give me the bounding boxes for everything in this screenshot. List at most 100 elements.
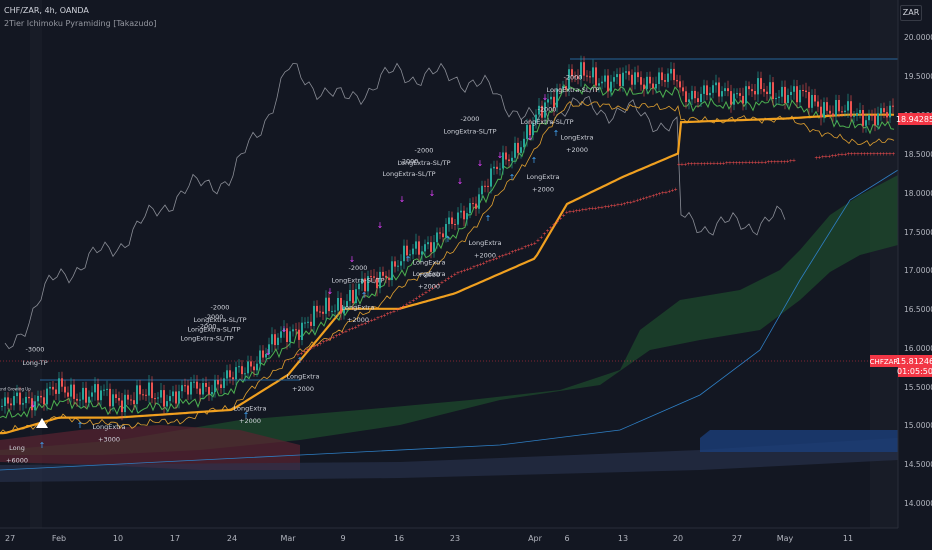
cross-dot: + — [417, 294, 421, 300]
cross-dot: + — [353, 325, 357, 331]
candle-body — [166, 401, 168, 407]
price-tick-label: 18.00000 — [904, 189, 932, 198]
cross-dot: + — [616, 203, 620, 209]
candle-body — [451, 217, 453, 224]
cross-dot: + — [603, 205, 607, 211]
candle-body — [790, 91, 792, 95]
annotation-label: +2000 — [566, 146, 588, 154]
candle-body — [697, 98, 699, 102]
candle-body — [529, 124, 531, 136]
cross-dot: + — [680, 162, 684, 168]
price-tick-label: 15.00000 — [904, 421, 932, 430]
candle-body — [829, 110, 831, 114]
time-tick-label: May — [777, 534, 794, 543]
price-tick-label: 16.50000 — [904, 305, 932, 314]
exit-marker: ↓ — [265, 348, 272, 357]
candle-body — [436, 232, 438, 243]
candle-body — [97, 384, 99, 401]
lagging-span — [4, 62, 786, 350]
candle-body — [175, 391, 177, 404]
cross-dot: + — [763, 160, 767, 166]
candle-body — [718, 82, 720, 97]
cross-dot: + — [757, 160, 761, 166]
candle-body — [475, 203, 477, 209]
candle-body — [346, 301, 348, 307]
candle-body — [859, 110, 861, 114]
candle-body — [22, 403, 24, 405]
cross-dot: + — [878, 152, 882, 158]
candle-body — [478, 194, 480, 209]
candle-body — [688, 99, 690, 102]
candle-body — [499, 168, 501, 170]
candle-body — [640, 77, 642, 85]
cross-dot: + — [408, 300, 412, 306]
cross-dot: + — [609, 204, 613, 210]
candle-body — [322, 311, 324, 314]
cross-dot: + — [360, 322, 364, 328]
exit-marker: ↓ — [527, 133, 534, 142]
candle-body — [334, 310, 336, 312]
candle-body — [112, 394, 114, 407]
cross-dot: + — [782, 159, 786, 165]
exit-marker: ↓ — [457, 177, 464, 186]
candle-body — [481, 185, 483, 195]
candle-body — [355, 289, 357, 304]
candle-body — [745, 86, 747, 104]
candle-body — [64, 386, 66, 393]
candle-body — [289, 331, 291, 342]
candle-body — [472, 203, 474, 205]
candle-body — [379, 271, 381, 289]
candle-body — [103, 389, 105, 391]
candle-body — [610, 81, 612, 92]
candle-body — [838, 100, 840, 112]
annotation-label: LongExtra — [342, 304, 375, 312]
currency-button[interactable]: ZAR — [900, 5, 922, 21]
cross-dot: + — [312, 345, 316, 351]
chart-title[interactable]: CHF/ZAR, 4h, OANDA — [4, 6, 89, 15]
cross-dot: + — [721, 161, 725, 167]
candle-body — [148, 382, 150, 396]
candle-body — [127, 394, 129, 400]
candle-body — [130, 399, 132, 401]
candle-body — [706, 85, 708, 96]
candle-body — [340, 298, 342, 314]
candle-body — [511, 157, 513, 162]
time-axis[interactable]: 27 Feb 10 17 24 Mar 9 16 23 Apr 6 13 20 27 May 11 — [5, 534, 853, 543]
exit-marker: ↓ — [429, 189, 436, 198]
indicator-legend[interactable]: 2Tier Ichimoku Pyramiding [Takazudo] — [4, 19, 157, 28]
candle-body — [703, 85, 705, 94]
cross-dot: + — [881, 152, 885, 158]
candle-body — [418, 241, 420, 255]
candle-body — [136, 385, 138, 405]
candle-body — [172, 391, 174, 397]
candle-body — [37, 395, 39, 402]
candle-body — [517, 142, 519, 153]
candle-body — [247, 361, 249, 374]
candle-body — [751, 89, 753, 92]
candle-body — [805, 90, 807, 92]
time-tick-label: 20 — [673, 534, 683, 543]
cross-dot: + — [513, 248, 517, 254]
cross-dot: + — [625, 201, 629, 207]
cross-dot: + — [305, 348, 309, 354]
candle-body — [634, 72, 636, 85]
exit-marker: ↓ — [497, 151, 504, 160]
candle-body — [154, 398, 156, 400]
candle-body — [181, 385, 183, 392]
candle-body — [361, 278, 363, 284]
candle-body — [454, 224, 456, 225]
candle-body — [262, 350, 264, 358]
candle-body — [187, 385, 189, 395]
candle-body — [232, 377, 234, 380]
annotation-label: LongExtra — [287, 373, 320, 381]
candle-body — [601, 81, 603, 84]
candle-body — [490, 168, 492, 187]
annotation-label: Long-TP — [22, 359, 47, 367]
cross-dot: + — [859, 152, 863, 158]
annotation-label: -2000 — [400, 158, 419, 166]
candle-body — [199, 388, 201, 395]
cross-dot: + — [574, 209, 578, 215]
candle-body — [430, 242, 432, 252]
candle-body — [496, 166, 498, 169]
